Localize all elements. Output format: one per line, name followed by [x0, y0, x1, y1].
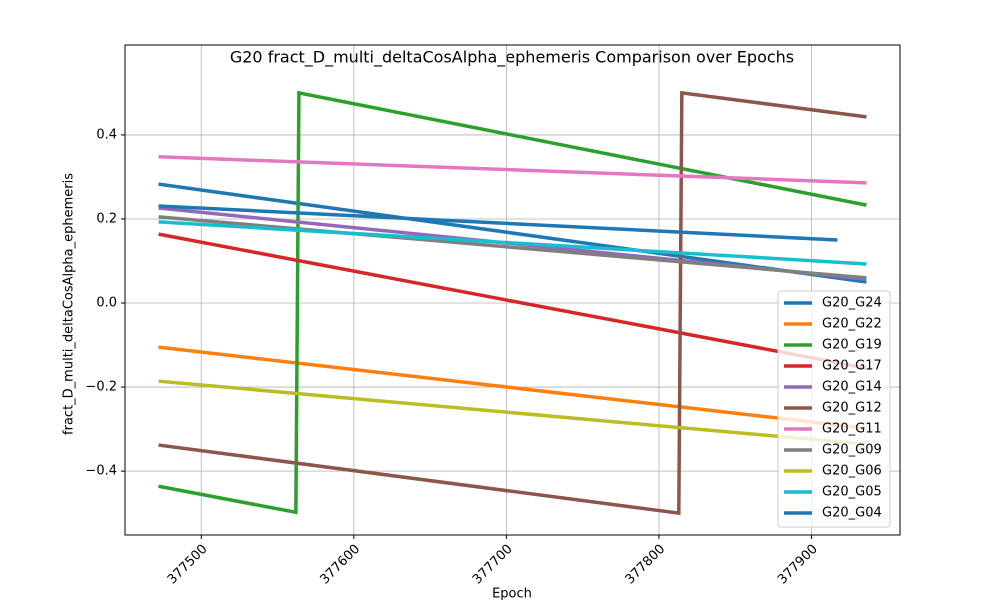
y-tick-label: 0.4	[96, 127, 117, 142]
axes-frame	[124, 44, 901, 536]
legend-label: G20_G22	[822, 317, 882, 332]
series-line	[158, 379, 867, 446]
x-tick-label: 377800	[623, 542, 669, 588]
x-axis-label: Epoch	[492, 587, 532, 601]
series-line	[158, 232, 867, 370]
legend-label: G20_G11	[822, 422, 882, 437]
x-tick-label: 377700	[470, 542, 516, 588]
legend-label: G20_G19	[822, 338, 882, 353]
legend-label: G20_G24	[822, 296, 882, 311]
y-axis-label: fract_D_multi_deltaCosAlpha_ephemeris	[62, 173, 77, 435]
x-tick-label: 377600	[317, 542, 363, 588]
y-tick-label: 0.2	[96, 211, 117, 226]
legend-box	[777, 290, 891, 528]
legend-label: G20_G09	[822, 443, 882, 458]
y-tick-label: −0.4	[85, 464, 117, 479]
series-line	[158, 345, 867, 430]
series-line	[158, 155, 867, 185]
legend-label: G20_G17	[822, 359, 882, 374]
legend-label: G20_G06	[822, 464, 882, 479]
series-line	[158, 215, 867, 280]
series-line	[158, 220, 867, 266]
legend-label: G20_G04	[822, 506, 882, 521]
series-line	[158, 90, 867, 515]
legend-label: G20_G12	[822, 401, 882, 416]
y-tick-label: 0.0	[96, 296, 117, 311]
series-line	[158, 90, 867, 516]
legend: G20_G24 G20_G22 G20_G19 G20_G17 G20_G14 G20_G…	[777, 290, 891, 528]
lines	[158, 90, 867, 516]
legend-label: G20_G14	[822, 380, 882, 395]
x-tick-label: 377500	[165, 542, 211, 588]
series-line	[158, 204, 838, 242]
chart-title: G20 fract_D_multi_deltaCosAlpha_ephemeri…	[230, 48, 794, 68]
x-tick-label: 377900	[775, 542, 821, 588]
legend-label: G20_G05	[822, 485, 882, 500]
y-tick-label: −0.2	[85, 380, 117, 395]
grid	[125, 45, 900, 535]
